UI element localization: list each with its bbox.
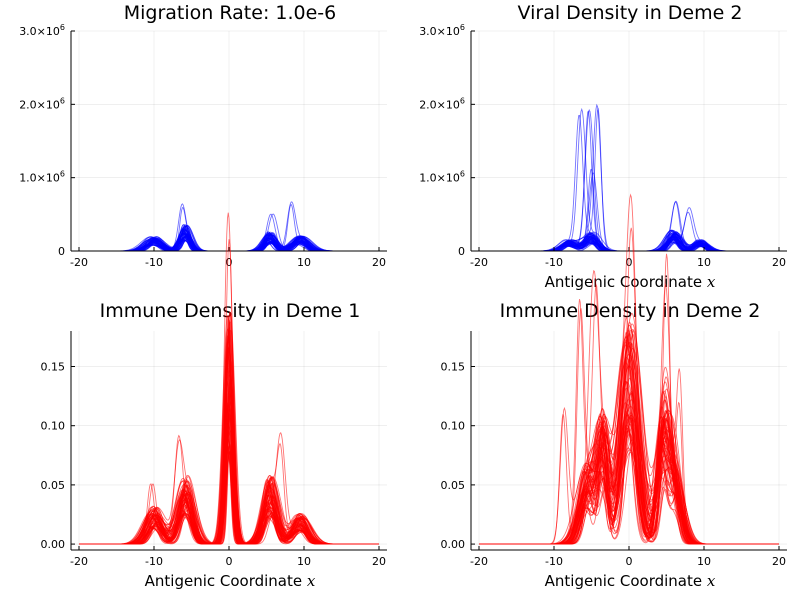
x-tick-label: 0 [626, 555, 633, 568]
y-tick-label-base: 1.0×10 [419, 172, 460, 185]
x-tick-label: -10 [145, 555, 163, 568]
y-tick-label: 1.0×106 [419, 170, 465, 185]
y-tick-label-base: 0.05 [441, 479, 466, 492]
panel-title: Migration Rate: 1.0e-6 [124, 2, 336, 24]
y-tick-label-base: 0.15 [41, 361, 66, 374]
y-tick-label-base: 3.0×10 [19, 25, 60, 38]
panel-title: Immune Density in Deme 1 [100, 300, 361, 322]
series-group [79, 212, 379, 545]
y-tick-label-exponent: 6 [60, 96, 65, 105]
series-group [479, 193, 779, 545]
x-tick-label: 10 [697, 256, 711, 269]
x-tick-label: -20 [470, 256, 488, 269]
y-tick-label: 0 [458, 245, 465, 258]
y-tick-label-base: 0.05 [41, 479, 66, 492]
x-tick-label: -20 [70, 555, 88, 568]
y-tick-label: 2.0×106 [419, 96, 465, 111]
x-tick-label: 10 [297, 256, 311, 269]
series-line [479, 409, 779, 545]
y-tick-label-base: 2.0×10 [419, 98, 460, 111]
y-tick-label-base: 1.0×10 [19, 172, 60, 185]
y-tick-label: 0.05 [441, 479, 466, 492]
x-tick-label: 0 [226, 555, 233, 568]
y-tick-label: 0.05 [41, 479, 66, 492]
y-tick-label: 0.00 [41, 538, 66, 551]
series-line [79, 451, 379, 545]
y-tick-label-exponent: 6 [460, 170, 465, 179]
plot-area: -20 -10 0 10 20 0.00 0.05 0.10 0.15 [41, 212, 387, 568]
y-tick-label-base: 0.00 [441, 538, 466, 551]
y-tick-label: 2.0×106 [19, 96, 65, 111]
y-tick-label-exponent: 6 [60, 23, 65, 32]
x-tick-label: 20 [772, 256, 786, 269]
y-tick-label-base: 3.0×10 [419, 25, 460, 38]
y-tick-label-base: 0.15 [441, 361, 466, 374]
x-axis-label: Antigenic Coordinate x [545, 273, 716, 291]
x-tick-label: -10 [145, 256, 163, 269]
y-tick-label: 3.0×106 [19, 23, 65, 38]
y-tick-label: 0.00 [441, 538, 466, 551]
panel-title: Immune Density in Deme 2 [500, 300, 761, 322]
y-tick-label-base: 0 [58, 245, 65, 258]
x-tick-label: 20 [372, 555, 386, 568]
y-tick-label: 0.15 [441, 361, 466, 374]
y-tick-label-base: 0.10 [41, 420, 66, 433]
x-axis-label-variable: x [707, 273, 716, 291]
y-tick-label-base: 0.00 [41, 538, 66, 551]
panel-migration-rate: Migration Rate: 1.0e-6 -20 -10 0 10 20 0 1.0×1… [19, 2, 387, 269]
panel-title: Viral Density in Deme 2 [518, 2, 743, 24]
x-tick-label: -10 [545, 555, 563, 568]
x-tick-label: -20 [70, 256, 88, 269]
x-tick-label: 20 [372, 256, 386, 269]
x-axis-label-text: Antigenic Coordinate [145, 572, 303, 590]
x-axis-label-variable: x [707, 572, 716, 590]
x-tick-label: 20 [772, 555, 786, 568]
x-axis-label: Antigenic Coordinate x [545, 572, 716, 590]
y-tick-label: 0.15 [41, 361, 66, 374]
plot-area: -20 -10 0 10 20 0.00 0.05 0.10 0.15 [441, 193, 787, 568]
panel-viral-density-deme-2: Viral Density in Deme 2 -20 -10 0 10 2001.0×… [419, 2, 787, 291]
y-tick-label-base: 0.10 [441, 420, 466, 433]
panel-immune-density-deme-2: Immune Density in Deme 2 -20 -10 0 10 20 0.00… [441, 193, 787, 590]
y-tick-label-exponent: 6 [460, 23, 465, 32]
y-tick-label: 0 [58, 245, 65, 258]
x-tick-label: -20 [470, 555, 488, 568]
y-tick-label-exponent: 6 [60, 170, 65, 179]
x-tick-label: -10 [545, 256, 563, 269]
y-tick-label: 1.0×106 [19, 170, 65, 185]
y-tick-label-exponent: 6 [460, 96, 465, 105]
x-tick-label: 0 [226, 256, 233, 269]
y-tick-label: 0.10 [41, 420, 66, 433]
x-tick-label: 10 [297, 555, 311, 568]
panel-immune-density-deme-1: Immune Density in Deme 1 -20 -10 0 10 20 0.00… [41, 212, 387, 590]
y-tick-label-base: 2.0×10 [19, 98, 60, 111]
x-axis-label-variable: x [307, 572, 316, 590]
x-axis-label-text: Antigenic Coordinate [545, 572, 703, 590]
x-axis-label-text: Antigenic Coordinate [545, 273, 703, 291]
x-axis-label: Antigenic Coordinate x [145, 572, 316, 590]
y-tick-label: 3.0×106 [419, 23, 465, 38]
y-tick-label: 0.10 [441, 420, 466, 433]
y-tick-label-base: 0 [458, 245, 465, 258]
x-tick-label: 10 [697, 555, 711, 568]
